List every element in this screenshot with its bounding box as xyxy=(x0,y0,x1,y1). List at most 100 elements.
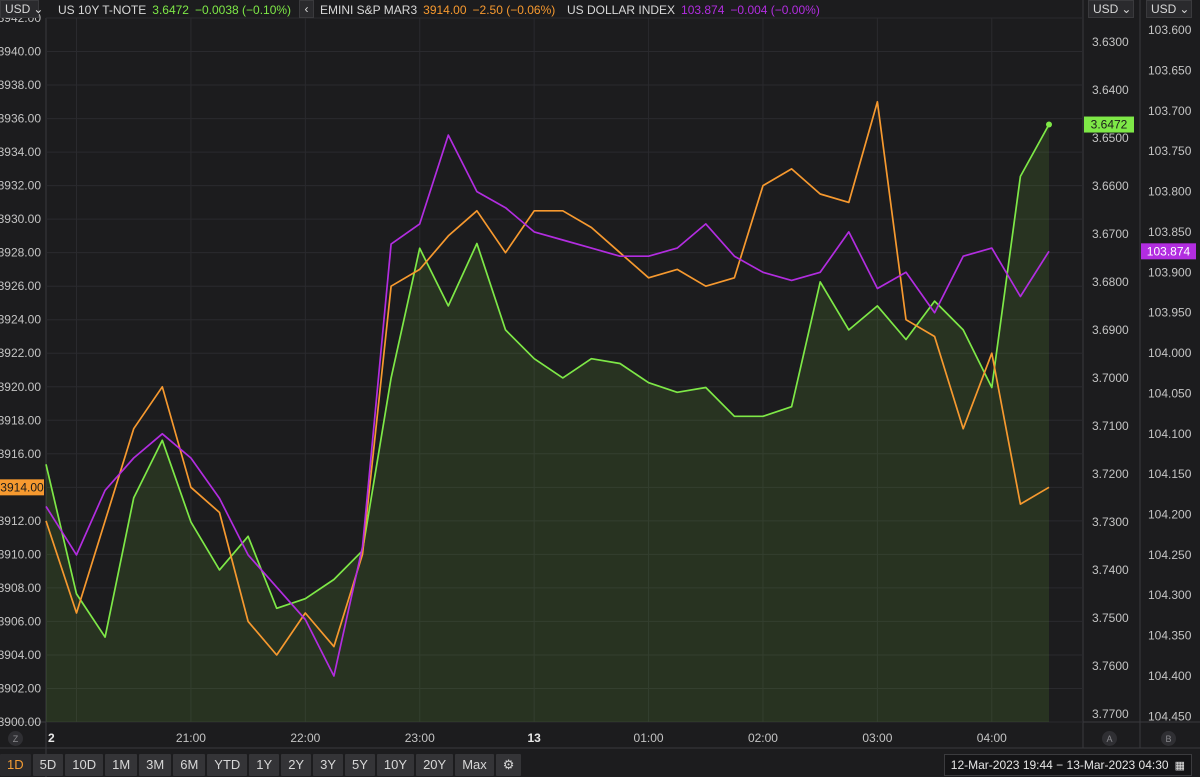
left-tick-label: 3920.00 xyxy=(0,380,41,394)
legend-dxy[interactable]: US DOLLAR INDEX 103.874 −0.004 (−0.00%) xyxy=(567,1,826,19)
right2-tick-label: 104.150 xyxy=(1148,467,1192,481)
legend-dxy-name: US DOLLAR INDEX xyxy=(567,3,676,17)
left-currency-dropdown[interactable]: USD ⌄ xyxy=(0,0,43,18)
right2-tick-label: 103.650 xyxy=(1148,63,1192,77)
range-button-5d[interactable]: 5D xyxy=(32,753,64,776)
right1-tick-label: 3.7500 xyxy=(1092,611,1129,625)
currency-label: USD xyxy=(1093,2,1119,16)
right-currency-dropdown-2[interactable]: USD ⌄ xyxy=(1146,0,1192,18)
left-tick-label: 3906.00 xyxy=(0,614,41,628)
series-line-us-10y-t-note[interactable] xyxy=(45,124,1050,638)
right2-tick-label: 103.900 xyxy=(1148,265,1192,279)
right2-tick-label: 104.100 xyxy=(1148,427,1192,441)
series-line-emini-s-p-mar3[interactable] xyxy=(45,100,1050,656)
legend-tnote[interactable]: US 10Y T-NOTE 3.6472 −0.0038 (−0.10%) xyxy=(58,1,297,19)
right2-tick-label: 104.000 xyxy=(1148,346,1192,360)
right1-tick-label: 3.6500 xyxy=(1092,131,1129,145)
date-range-display[interactable]: 12-Mar-2023 19:44 − 13-Mar-2023 04:30 ▦ xyxy=(943,754,1192,776)
range-button-10y[interactable]: 10Y xyxy=(376,753,415,776)
left-tick-label: 3912.00 xyxy=(0,514,41,528)
legend-dxy-change: −0.004 (−0.00%) xyxy=(730,3,820,17)
left-tick-label: 3900.00 xyxy=(0,715,41,729)
legend-dxy-price: 103.874 xyxy=(681,3,725,17)
left-tick-label: 3910.00 xyxy=(0,547,41,561)
legend-emini-price: 3914.00 xyxy=(423,3,467,17)
left-tick-label: 3928.00 xyxy=(0,246,41,260)
currency-label: USD xyxy=(5,2,31,16)
right1-tick-label: 3.6300 xyxy=(1092,35,1129,49)
plot-area xyxy=(46,18,1083,722)
right2-tick-label: 103.750 xyxy=(1148,144,1192,158)
range-button-1y[interactable]: 1Y xyxy=(249,753,280,776)
right2-tick-label: 103.600 xyxy=(1148,23,1192,37)
legend-tnote-name: US 10Y T-NOTE xyxy=(58,3,147,17)
data-point xyxy=(1046,121,1052,128)
right1-last-value-badge-text: 3.6472 xyxy=(1091,118,1128,132)
x-tick-label: 21:00 xyxy=(176,731,206,745)
left-tick-label: 3916.00 xyxy=(0,447,41,461)
range-button-max[interactable]: Max xyxy=(455,753,494,776)
range-button-5y[interactable]: 5Y xyxy=(345,753,375,776)
right1-tick-label: 3.7600 xyxy=(1092,659,1129,673)
x-tick-label: 02:00 xyxy=(748,731,778,745)
right2-last-value-badge-text: 103.874 xyxy=(1147,244,1191,258)
range-button-3y[interactable]: 3Y xyxy=(313,753,344,776)
right-axis-badge-1[interactable]: A xyxy=(1102,731,1117,746)
right2-tick-label: 104.050 xyxy=(1148,386,1192,400)
left-tick-label: 3908.00 xyxy=(0,581,41,595)
legend-emini-change: −2.50 (−0.06%) xyxy=(472,3,556,17)
range-button-3m[interactable]: 3M xyxy=(139,753,172,776)
range-button-1d[interactable]: 1D xyxy=(0,753,31,776)
right2-tick-label: 104.450 xyxy=(1148,709,1192,723)
range-button-6m[interactable]: 6M xyxy=(173,753,206,776)
left-tick-label: 3932.00 xyxy=(0,179,41,193)
right1-tick-label: 3.6700 xyxy=(1092,227,1129,241)
x-tick-label: 04:00 xyxy=(977,731,1007,745)
right2-tick-label: 103.850 xyxy=(1148,225,1192,239)
x-tick-label: 03:00 xyxy=(862,731,892,745)
left-tick-label: 3922.00 xyxy=(0,346,41,360)
range-button-2y[interactable]: 2Y xyxy=(281,753,312,776)
right2-tick-label: 104.350 xyxy=(1148,629,1192,643)
right2-tick-label: 103.800 xyxy=(1148,185,1192,199)
left-axis-badge[interactable]: Z xyxy=(8,731,23,746)
right1-tick-label: 3.6400 xyxy=(1092,83,1129,97)
series-line-us-dollar-index[interactable] xyxy=(45,134,1050,677)
left-last-value-badge xyxy=(0,479,44,496)
calendar-icon[interactable]: ▦ xyxy=(1174,759,1185,772)
right1-tick-label: 3.6600 xyxy=(1092,179,1129,193)
right2-tick-label: 104.250 xyxy=(1148,548,1192,562)
x-tick-label: 22:00 xyxy=(290,731,320,745)
right2-tick-label: 104.400 xyxy=(1148,669,1192,683)
range-button-10d[interactable]: 10D xyxy=(65,753,104,776)
right-currency-dropdown-1[interactable]: USD ⌄ xyxy=(1088,0,1134,18)
right-axis-badge-2[interactable]: B xyxy=(1161,731,1176,746)
right1-tick-label: 3.7200 xyxy=(1092,467,1129,481)
right1-tick-label: 3.7100 xyxy=(1092,419,1129,433)
right2-tick-label: 104.300 xyxy=(1148,588,1192,602)
legend-emini[interactable]: EMINI S&P MAR3 3914.00 −2.50 (−0.06%) xyxy=(320,1,561,19)
range-button-1m[interactable]: 1M xyxy=(105,753,138,776)
right1-tick-label: 3.6900 xyxy=(1092,323,1129,337)
range-button-20y[interactable]: 20Y xyxy=(416,753,454,776)
x-tick-label: 13 xyxy=(527,731,541,745)
legend-emini-name: EMINI S&P MAR3 xyxy=(320,3,418,17)
currency-label: USD xyxy=(1151,2,1177,16)
left-tick-label: 3926.00 xyxy=(0,279,41,293)
date-range-text: 12-Mar-2023 19:44 − 13-Mar-2023 04:30 xyxy=(950,758,1169,772)
x-tick-label: 23:00 xyxy=(405,731,435,745)
right1-tick-label: 3.7300 xyxy=(1092,515,1129,529)
left-tick-label: 3940.00 xyxy=(0,45,41,59)
right1-last-value-badge xyxy=(1084,116,1134,133)
legend-nav-arrow[interactable]: ‹ xyxy=(299,0,314,18)
right1-tick-label: 3.7400 xyxy=(1092,563,1129,577)
x-tick-label-partial: 2 xyxy=(48,731,55,745)
right2-tick-label: 104.200 xyxy=(1148,508,1192,522)
gear-icon[interactable]: ⚙ xyxy=(495,753,522,776)
range-button-ytd[interactable]: YTD xyxy=(207,753,248,776)
left-tick-label: 3904.00 xyxy=(0,648,41,662)
x-tick-label: 01:00 xyxy=(634,731,664,745)
right2-tick-label: 103.700 xyxy=(1148,104,1192,118)
left-tick-label: 3936.00 xyxy=(0,112,41,126)
